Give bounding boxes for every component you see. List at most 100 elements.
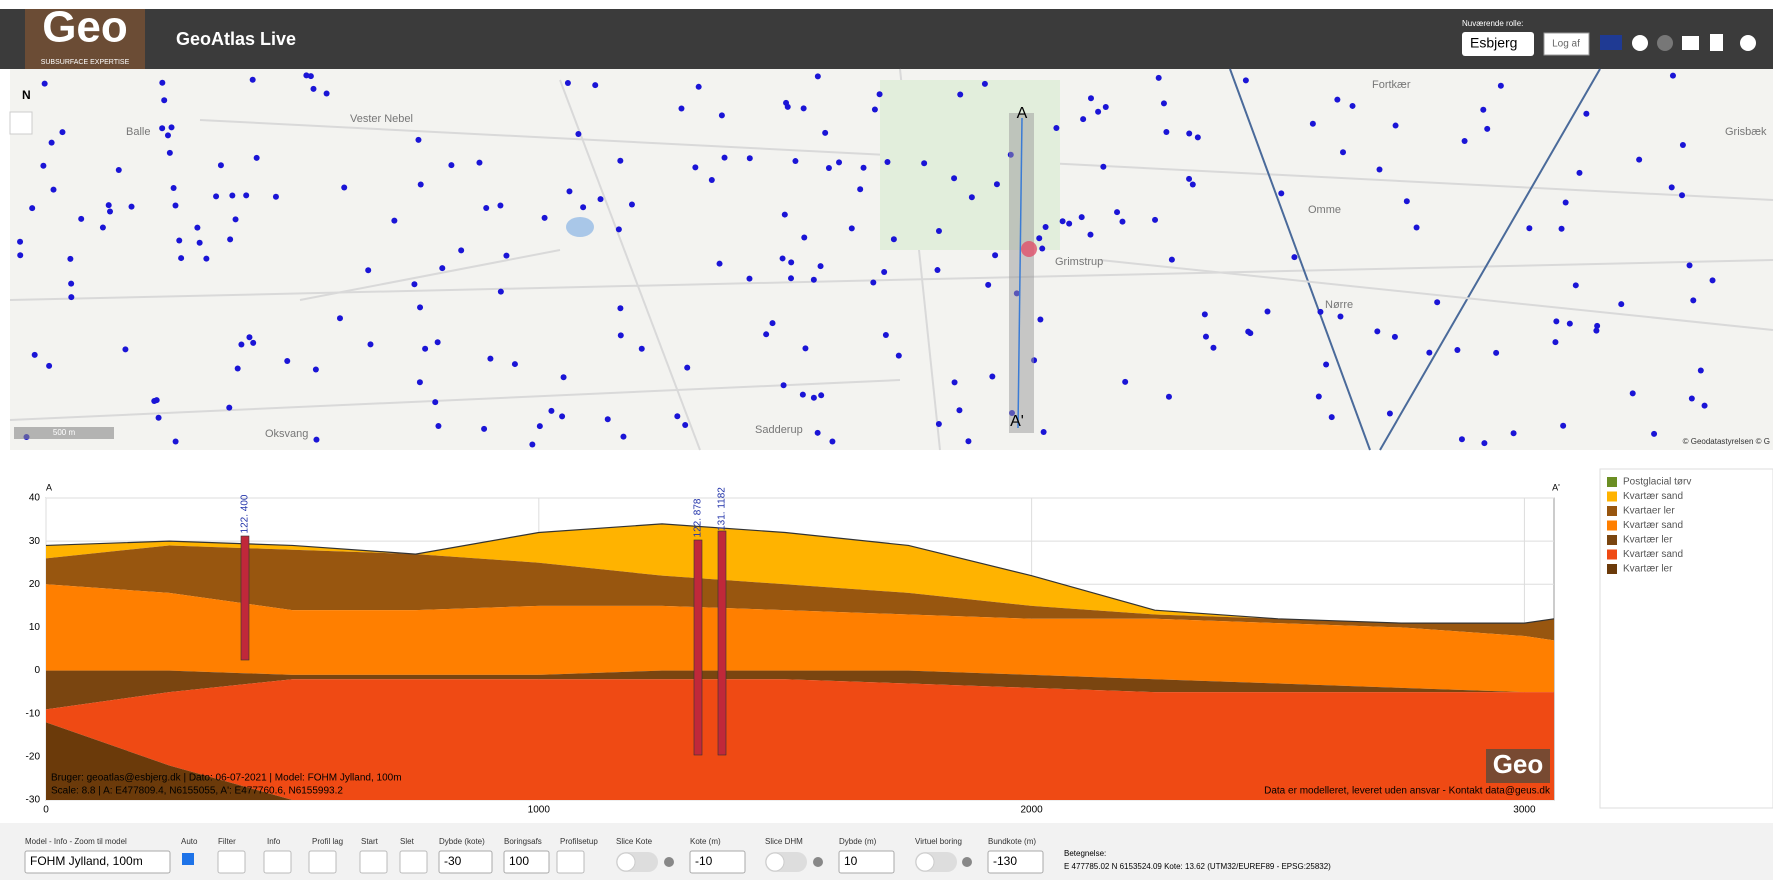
y-tick-label: 40 — [29, 493, 41, 504]
dhm-depth-input[interactable] — [838, 850, 895, 874]
road — [1229, 68, 1371, 451]
borehole-dot — [483, 204, 490, 211]
borehole-dot — [1558, 225, 1565, 232]
borehole-dot — [213, 193, 220, 200]
borehole-dot — [1510, 430, 1517, 437]
borehole-dot — [825, 164, 832, 171]
model-select[interactable] — [24, 850, 171, 874]
borehole-dot — [161, 97, 168, 104]
logout-button[interactable] — [1543, 32, 1590, 56]
borehole-dot — [788, 259, 795, 266]
borehole-dot — [682, 422, 689, 429]
model-select-value: FOHM Jylland, 100m — [30, 854, 143, 868]
doc-icon[interactable] — [1710, 34, 1723, 51]
search-button[interactable] — [9, 111, 33, 135]
borehole-dot — [1697, 367, 1704, 374]
toolbar-label: Dybde (kote) — [439, 837, 485, 846]
borehole-dot — [1434, 299, 1441, 306]
info-icon[interactable] — [1740, 35, 1756, 51]
role-value: Esbjerg — [1470, 35, 1517, 51]
designation-label: Betegnelse: — [1064, 849, 1106, 858]
borehole-dot — [956, 407, 963, 414]
legend-label: Kvartær ler — [1623, 535, 1673, 546]
place-label: Oksvang — [265, 428, 308, 440]
legend-label: Kvartær sand — [1623, 549, 1683, 560]
borehole-dot — [1189, 181, 1196, 188]
borehole-dot — [1340, 149, 1347, 156]
tool-button[interactable] — [217, 850, 246, 874]
legend-swatch — [1607, 520, 1617, 531]
flag-icon[interactable] — [1600, 35, 1622, 50]
borehole-dot — [857, 186, 864, 193]
place-label: Fortkær — [1372, 79, 1411, 91]
borehole-dot — [617, 332, 624, 339]
borehole-dot — [336, 315, 343, 322]
borehole-dot — [1315, 393, 1322, 400]
bottom-input[interactable] — [987, 850, 1044, 874]
profile-end: A' — [1010, 413, 1024, 430]
borehole-dot — [718, 112, 725, 119]
borehole-dot — [810, 394, 817, 401]
borehole-dot — [769, 320, 776, 327]
borehole-dot — [1593, 327, 1600, 334]
spacing-input-value: 100 — [509, 854, 529, 868]
place-label: Grisbæk — [1725, 126, 1767, 138]
borehole-dot — [1679, 141, 1686, 148]
bottom-input-value: -130 — [993, 854, 1017, 868]
borehole-dot — [68, 280, 75, 287]
borehole-dot — [497, 288, 504, 295]
share-icon[interactable] — [1632, 35, 1648, 51]
globe-icon[interactable] — [1657, 35, 1673, 51]
borehole-dot — [818, 392, 825, 399]
borehole-dot — [792, 158, 799, 165]
place-label: Grimstrup — [1055, 256, 1103, 268]
borehole-dot — [303, 72, 310, 79]
toolbar-label: Profilsetup — [560, 837, 598, 846]
borehole-dot — [194, 224, 201, 231]
tool-button[interactable] — [556, 850, 585, 874]
borehole-dot — [560, 374, 567, 381]
legend-swatch — [1607, 491, 1617, 502]
borehole-dot — [882, 332, 889, 339]
borehole-dot — [1201, 311, 1208, 318]
print-icon[interactable] — [1682, 36, 1699, 50]
kote-input[interactable] — [689, 850, 746, 874]
role-select[interactable] — [1462, 32, 1534, 56]
borehole-dot — [341, 184, 348, 191]
borehole-dot — [1560, 422, 1567, 429]
borehole-dot — [981, 80, 988, 87]
borehole-dot — [249, 76, 256, 83]
borehole-dot — [1087, 95, 1094, 102]
logo-sub: SUBSURFACE EXPERTISE — [41, 59, 130, 66]
road — [1379, 68, 1601, 451]
borehole-dot — [566, 188, 573, 195]
borehole-dot — [802, 345, 809, 352]
tool-button[interactable] — [359, 850, 388, 874]
borehole-dot — [1552, 339, 1559, 346]
gear — [813, 857, 823, 867]
borehole-dot — [170, 184, 177, 191]
tool-button[interactable] — [308, 850, 337, 874]
borehole-dot — [1040, 428, 1047, 435]
borehole-dot — [617, 305, 624, 312]
tool-button[interactable] — [399, 850, 428, 874]
x-tick-label: 0 — [43, 805, 49, 816]
x-tick-label: 1000 — [528, 805, 551, 816]
tool-button[interactable] — [263, 850, 292, 874]
borehole-dot — [432, 399, 439, 406]
borehole-dot — [232, 216, 239, 223]
borehole-dot — [367, 341, 374, 348]
borehole-dot — [985, 281, 992, 288]
borehole-dot — [272, 193, 279, 200]
borehole-dot — [992, 252, 999, 259]
borehole-dot — [1323, 361, 1330, 368]
depth-input[interactable] — [438, 850, 493, 874]
spacing-input[interactable] — [503, 850, 550, 874]
borehole-dot — [1160, 100, 1167, 107]
auto-checkbox[interactable] — [182, 853, 194, 865]
borehole-dot — [229, 192, 236, 199]
toggle-knob — [915, 852, 935, 872]
toolbar-label: Model - Info - Zoom til model — [25, 837, 127, 846]
toolbar-label: Profil lag — [312, 837, 343, 846]
borehole-dot — [481, 425, 488, 432]
